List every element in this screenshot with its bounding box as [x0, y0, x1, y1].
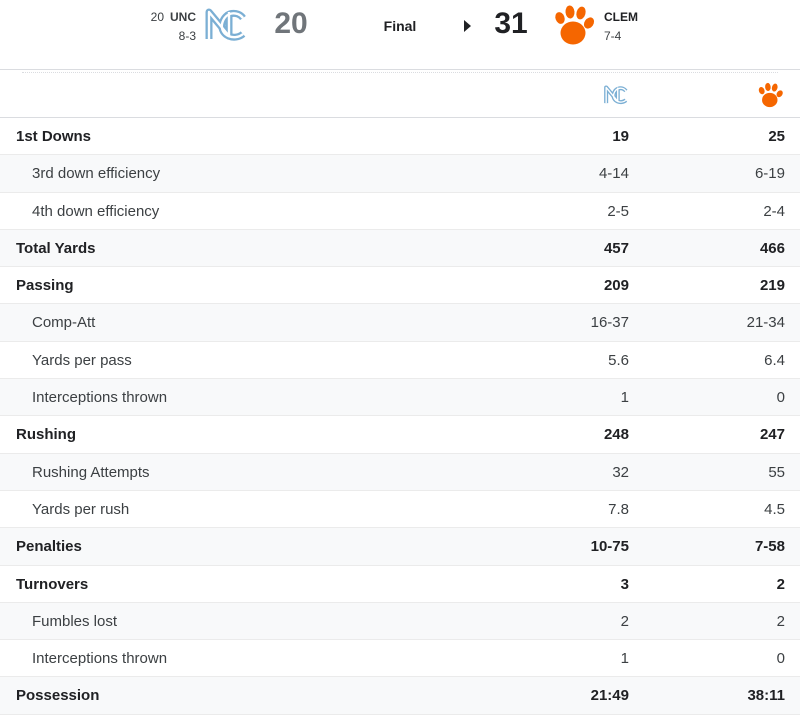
away-stat-value: 21:49	[590, 687, 629, 705]
away-stat-value: 5.6	[608, 351, 629, 369]
away-stat-value: 457	[603, 239, 629, 257]
stat-label: Rushing Attempts	[32, 463, 150, 481]
away-stat-value: 16-37	[590, 314, 629, 332]
stat-label: Interceptions thrown	[32, 389, 168, 407]
stat-label: Rushing	[16, 426, 76, 444]
home-stat-value: 25	[768, 128, 785, 145]
unc-tar-heels-logo-icon[interactable]	[205, 6, 247, 44]
away-team-rank: 20	[150, 10, 164, 24]
away-team-name[interactable]: UNC	[170, 10, 196, 24]
home-team-name[interactable]: CLEM	[604, 10, 638, 24]
stat-label: Total Yards	[16, 239, 96, 257]
home-stat-value: 55	[768, 463, 785, 481]
home-team-record: 7-4	[604, 29, 622, 43]
stats-column-header	[0, 76, 800, 118]
away-stat-value: 209	[603, 277, 629, 295]
home-stat-value: 247	[759, 426, 785, 444]
stat-label: 3rd down efficiency	[32, 165, 161, 183]
home-team-score: 31	[494, 7, 528, 40]
away-stat-value: 2	[620, 612, 629, 630]
away-stat-value: 1	[620, 650, 629, 668]
home-stat-value: 21-34	[746, 314, 785, 332]
stat-label: Interceptions thrown	[32, 650, 168, 668]
stat-label: Yards per pass	[32, 351, 132, 369]
away-stat-value: 32	[612, 463, 629, 481]
team-stats-table: 1st Downs 19 25 3rd down efficiency 4-14 6-1…	[0, 118, 800, 715]
stat-label: Penalties	[16, 538, 82, 556]
away-stat-value: 2-5	[607, 202, 629, 220]
stat-label: Comp-Att	[32, 314, 96, 332]
stat-label: 4th down efficiency	[32, 202, 160, 220]
home-stat-value: 2-4	[763, 202, 785, 220]
away-stat-value: 248	[603, 426, 629, 444]
home-stat-value: 38:11	[747, 687, 785, 705]
clemson-tiger-paw-logo-icon[interactable]	[553, 4, 597, 46]
stat-label: 1st Downs	[16, 128, 92, 145]
stat-label: Turnovers	[16, 575, 89, 593]
clemson-tiger-paw-logo-icon	[758, 82, 783, 108]
stat-label: Yards per rush	[32, 500, 130, 518]
away-stat-value: 1	[620, 389, 629, 407]
home-stat-value: 0	[776, 650, 785, 668]
home-stat-value: 2	[776, 612, 785, 630]
home-stat-value: 6-19	[754, 165, 785, 183]
home-stat-value: 466	[759, 239, 785, 257]
stat-label: Possession	[16, 687, 100, 705]
home-stat-value: 4.5	[764, 500, 785, 518]
home-stat-value: 0	[776, 389, 785, 407]
away-stat-value: 3	[620, 575, 629, 593]
away-stat-value: 10-75	[590, 538, 629, 556]
header-divider	[22, 72, 778, 73]
home-stat-value: 7-58	[754, 538, 785, 556]
stat-label: Passing	[16, 277, 74, 295]
home-stat-value: 219	[759, 277, 785, 295]
triangle-right-icon	[464, 20, 471, 32]
unc-tar-heels-logo-icon	[604, 85, 628, 105]
away-team-score: 20	[274, 7, 308, 40]
home-stat-value: 6.4	[764, 351, 785, 369]
away-stat-value: 4-14	[598, 165, 629, 183]
away-stat-value: 19	[612, 128, 629, 145]
home-stat-value: 2	[776, 575, 785, 593]
away-team-record: 8-3	[178, 29, 196, 43]
scoreboard-header: 20 UNC 8-3 20 Final 31 CLEM 7-4	[0, 0, 800, 70]
game-status[interactable]: Final	[383, 18, 417, 34]
stat-label: Fumbles lost	[32, 612, 118, 630]
away-stat-value: 7.8	[608, 500, 629, 518]
